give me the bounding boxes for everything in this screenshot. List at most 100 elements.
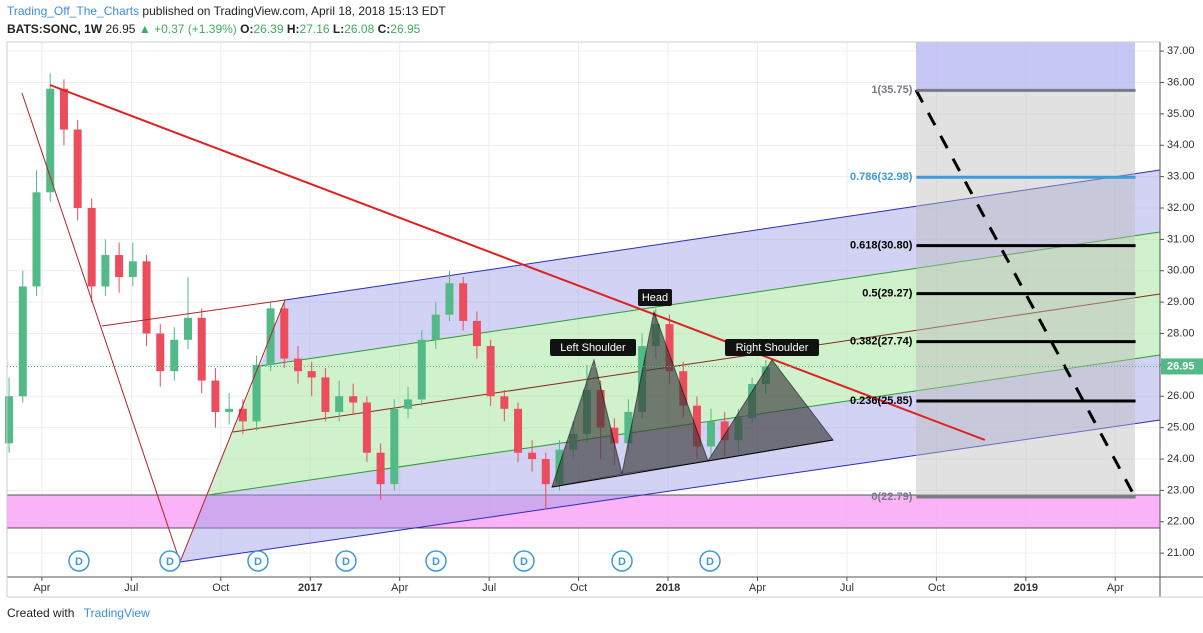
candle-body: [46, 88, 55, 193]
pitchfork-median: [232, 293, 1161, 433]
candle-body: [362, 402, 371, 453]
candle-body: [307, 371, 316, 378]
candle-body: [101, 255, 110, 287]
y-tick-label: 34.00: [1167, 139, 1195, 151]
footer: Created with TradingView: [7, 606, 150, 620]
candle-body: [238, 408, 247, 422]
pitchfork-line: [259, 231, 1161, 367]
candle-body: [73, 129, 82, 208]
neckline: [551, 439, 834, 488]
x-tick-label: Apr: [33, 582, 50, 594]
candle-body: [706, 421, 715, 447]
candle-body: [445, 283, 454, 315]
dividend-label: D: [342, 556, 350, 568]
candle-body: [18, 286, 27, 397]
y-tick-label: 28.00: [1167, 327, 1195, 339]
candle-body: [500, 396, 509, 409]
last-price: 26.95: [105, 22, 136, 36]
candle-body: [59, 88, 68, 130]
pitchfork-line: [179, 419, 1161, 563]
candle-body: [32, 192, 41, 287]
candle-body: [472, 320, 481, 347]
candle-body: [87, 207, 96, 287]
up-arrow: ▲: [138, 22, 151, 36]
trendline: [179, 299, 286, 563]
ohlc-label: C:: [377, 22, 391, 36]
fib-label: 0.5(29.27): [862, 288, 912, 300]
candle-body: [624, 411, 633, 444]
candle-body: [459, 283, 468, 321]
y-tick-label: 31.00: [1167, 233, 1195, 245]
pattern-shape: [621, 310, 709, 475]
y-tick-label: 32.00: [1167, 202, 1195, 214]
dividend-marker: [611, 550, 633, 572]
candle-body: [115, 255, 124, 278]
brand-link[interactable]: TradingView: [83, 606, 150, 620]
candle-body: [528, 452, 537, 460]
ohlc-label: H:: [286, 22, 300, 36]
pattern-label-box: [725, 339, 819, 356]
fib-label: 0.382(27.74): [850, 336, 913, 348]
dividend-marker: [699, 550, 721, 572]
y-tick-label: 21.00: [1167, 547, 1195, 559]
fib-label: 0(22.79): [871, 491, 912, 503]
pattern-label: Head: [642, 292, 668, 304]
candle-body: [156, 333, 165, 372]
x-tick-label: 2019: [1014, 582, 1038, 594]
candle-body: [335, 396, 344, 412]
y-tick-label: 35.00: [1167, 108, 1195, 120]
author[interactable]: Trading_Off_The_Charts: [7, 4, 140, 18]
y-tick-label: 30.00: [1167, 265, 1195, 277]
candle-body: [252, 364, 261, 422]
candle-body: [321, 377, 330, 412]
y-tick-label: 29.00: [1167, 296, 1195, 308]
candle-body: [610, 427, 619, 444]
dividend-marker: [513, 550, 535, 572]
axes: 21.0022.0023.0024.0025.0026.0027.0028.00…: [33, 45, 1203, 594]
candle-body: [486, 346, 495, 397]
y-tick-label: 22.00: [1167, 516, 1195, 528]
published: published on TradingView.com, April 18, …: [142, 4, 446, 18]
dividend-marker: [335, 550, 357, 572]
x-tick-label: Apr: [391, 582, 408, 594]
dividend-marker: [247, 550, 269, 572]
x-tick-label: Oct: [212, 582, 229, 594]
x-tick-label: Oct: [928, 582, 945, 594]
pattern-label-box: [638, 289, 672, 306]
x-tick-label: Jul: [482, 582, 496, 594]
candle-body: [417, 339, 426, 400]
trendline: [101, 299, 286, 327]
created-with: Created with: [7, 606, 75, 620]
ohlc-label: L:: [332, 22, 345, 36]
y-tick-label: 36.00: [1167, 76, 1195, 88]
candle-body: [376, 452, 385, 485]
candle-body: [128, 261, 137, 278]
candle-body: [225, 408, 234, 412]
dividend-marker: [159, 550, 181, 572]
overlays: 1(35.75) 0.786(32.98) 0.618(30.80) 0.5(29.2…: [7, 84, 1160, 572]
dividend-label: D: [618, 556, 626, 568]
dividend-label: D: [432, 556, 440, 568]
trendline: [21, 92, 181, 563]
pitchfork-band: [260, 170, 1160, 366]
candle-body: [541, 459, 550, 485]
candle-body: [142, 261, 151, 334]
change: +0.37 (+1.39%): [154, 22, 237, 36]
y-tick-label: 37.00: [1167, 45, 1195, 57]
ohlc-label: O:: [240, 22, 254, 36]
last-price-box: [1161, 358, 1203, 375]
candle-body: [665, 324, 674, 372]
candle-body: [404, 399, 413, 409]
candle-body: [5, 396, 14, 444]
y-tick-label: 24.00: [1167, 453, 1195, 465]
trendline: [49, 84, 986, 441]
pitchfork-line: [284, 169, 1161, 301]
fib-zone: [916, 42, 1135, 90]
candle-body: [280, 308, 289, 359]
x-tick-label: Apr: [749, 582, 766, 594]
last-price-label: 26.95: [1167, 360, 1195, 372]
dividend-label: D: [75, 556, 83, 568]
x-tick-label: Oct: [570, 582, 587, 594]
